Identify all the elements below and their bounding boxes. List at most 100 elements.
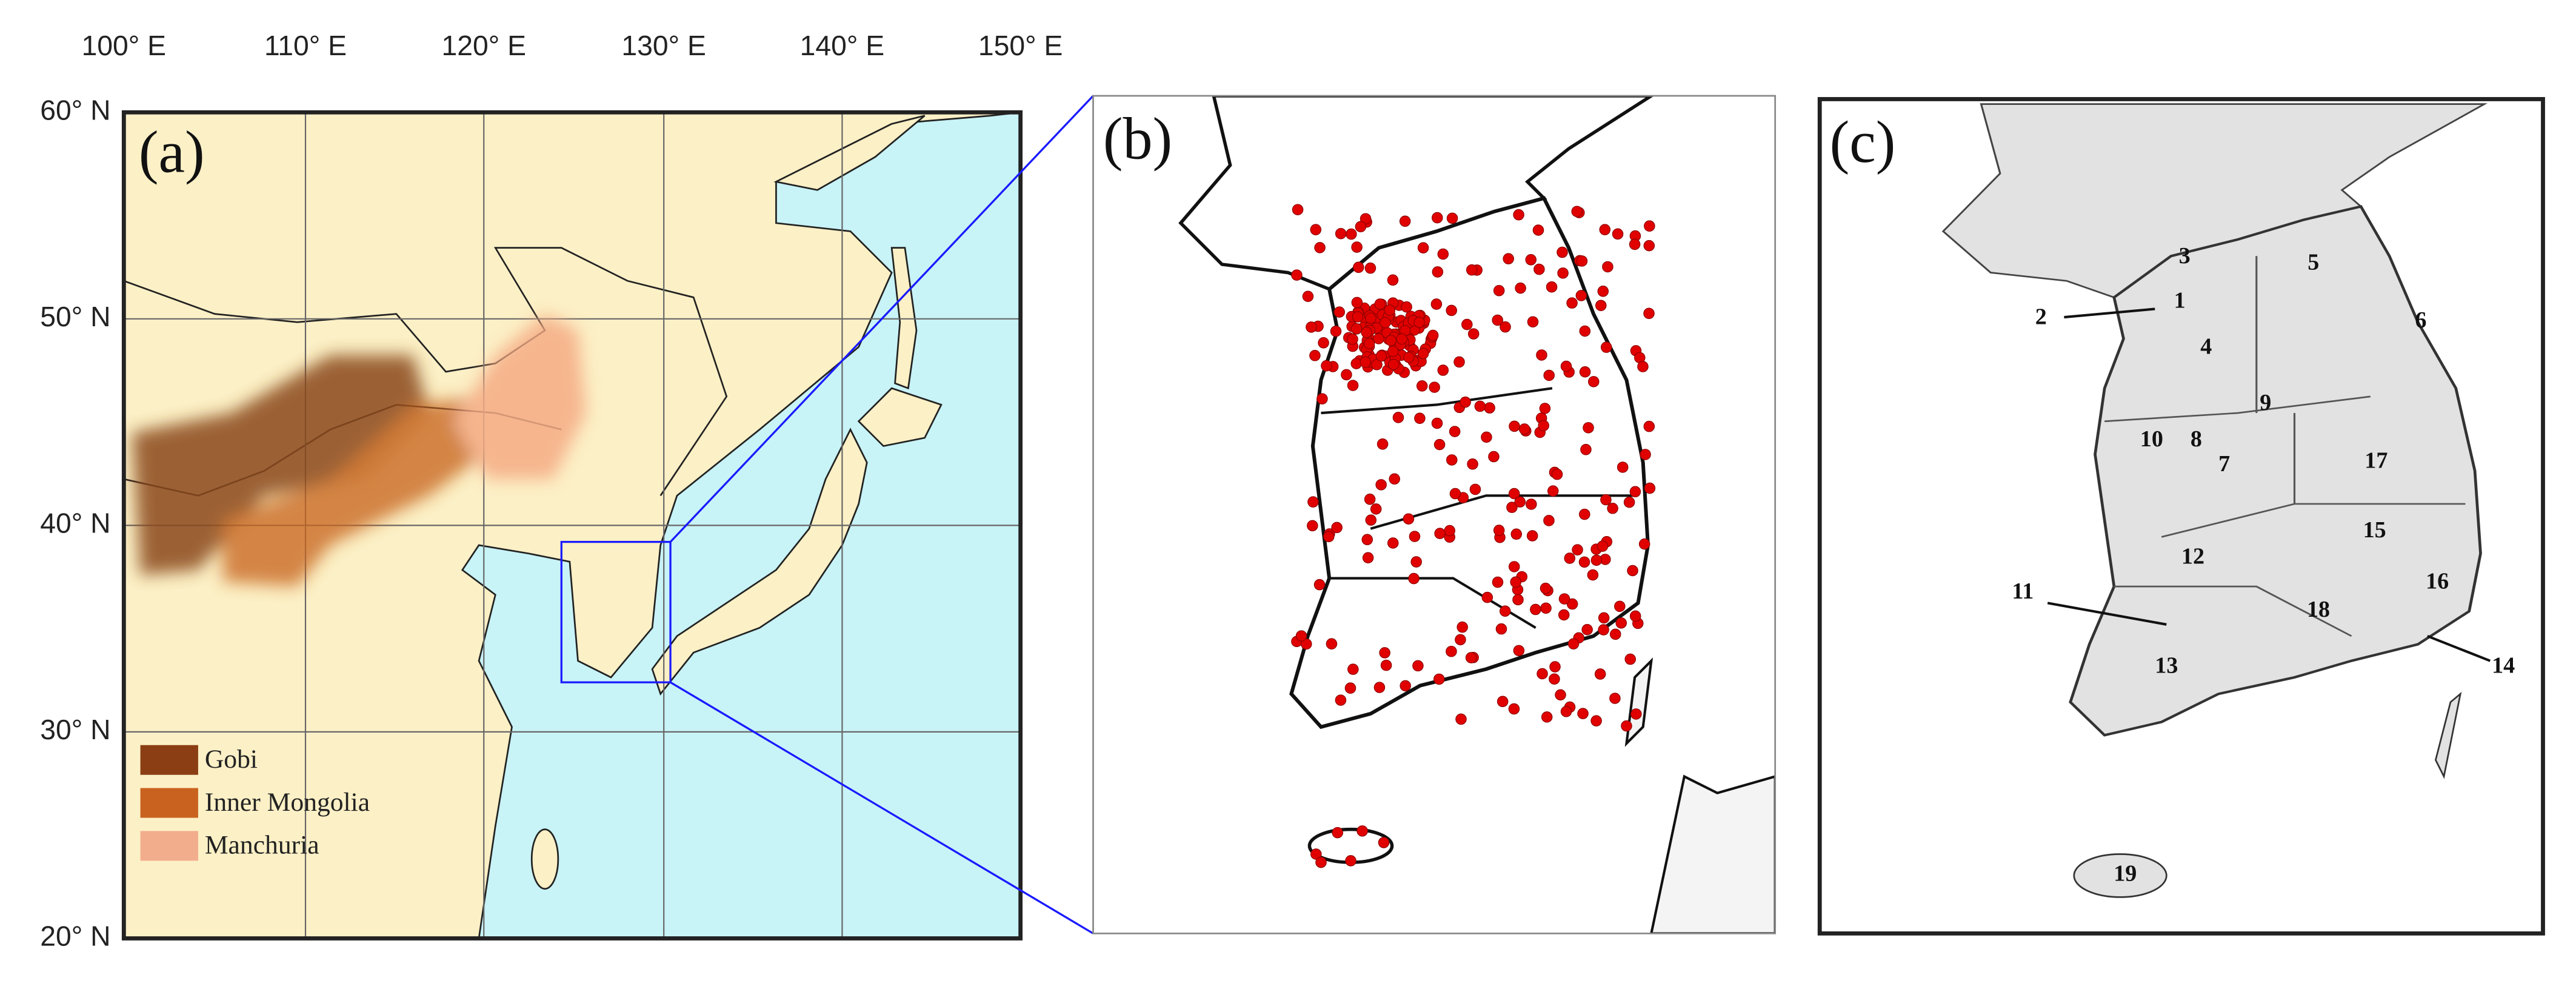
station	[1346, 228, 1357, 240]
lat-label: 40° N	[40, 508, 110, 539]
station	[1643, 240, 1655, 252]
region-label: 18	[2307, 597, 2330, 622]
station	[1638, 538, 1650, 550]
region-label: 15	[2363, 517, 2386, 543]
station	[1410, 556, 1422, 568]
station	[1595, 300, 1607, 311]
frame	[121, 110, 1023, 941]
station	[1432, 212, 1443, 224]
station	[1566, 297, 1578, 309]
station	[1330, 325, 1342, 337]
station	[1621, 720, 1632, 732]
station	[1577, 708, 1589, 719]
station	[1533, 263, 1545, 275]
station	[1335, 694, 1347, 706]
station	[1362, 552, 1374, 564]
region-label: 13	[2155, 653, 2178, 678]
inner-mongolia-area	[222, 396, 496, 587]
station	[1643, 307, 1655, 320]
station	[1370, 503, 1382, 515]
station	[1510, 528, 1523, 540]
station	[1600, 494, 1612, 506]
station	[1307, 496, 1319, 508]
station	[1557, 246, 1568, 258]
station	[1497, 696, 1509, 708]
station	[1537, 668, 1548, 680]
station	[1374, 298, 1386, 310]
station	[1396, 333, 1407, 345]
station	[1612, 228, 1624, 240]
station	[1347, 380, 1359, 391]
station	[1295, 630, 1307, 642]
station	[1344, 682, 1356, 694]
station	[1546, 281, 1558, 293]
station	[1607, 503, 1618, 514]
region-label: 10	[2140, 426, 2163, 452]
station	[1403, 352, 1415, 363]
station	[1566, 598, 1578, 610]
station	[1389, 473, 1400, 485]
station	[1434, 528, 1446, 539]
station	[1541, 711, 1553, 723]
region-label: 5	[2307, 250, 2319, 275]
station	[1365, 312, 1376, 324]
region-label: 1	[2174, 287, 2186, 313]
station	[1599, 224, 1611, 235]
station	[1375, 350, 1387, 362]
station	[1409, 531, 1421, 542]
station	[1540, 602, 1552, 614]
station	[1549, 673, 1560, 685]
station	[1446, 454, 1458, 466]
station	[1567, 638, 1580, 649]
station	[1437, 364, 1449, 376]
region-label: 8	[2191, 426, 2202, 452]
taiwan	[530, 828, 559, 890]
manchuria-area	[454, 314, 587, 480]
lon-label: 130° E	[621, 30, 706, 61]
station	[1609, 693, 1621, 704]
station	[1351, 241, 1363, 253]
station	[1412, 660, 1424, 672]
station	[1347, 334, 1358, 345]
station	[1347, 663, 1359, 675]
kamchatka	[773, 115, 926, 191]
station	[1465, 652, 1477, 663]
station	[1539, 403, 1551, 414]
station	[1375, 479, 1387, 491]
station	[1598, 612, 1610, 624]
station	[1310, 224, 1322, 235]
station	[1326, 638, 1338, 649]
station	[1446, 212, 1458, 224]
station	[1536, 349, 1547, 361]
station	[1364, 262, 1376, 274]
station	[1512, 594, 1524, 606]
station	[1341, 369, 1352, 381]
station	[1579, 508, 1590, 520]
station	[1376, 438, 1389, 450]
region-label: 17	[2364, 448, 2387, 474]
station	[1350, 323, 1363, 335]
region-label: 16	[2426, 568, 2449, 594]
station	[1547, 485, 1559, 497]
station	[1345, 855, 1356, 867]
legend-swatch	[140, 745, 198, 775]
station	[1530, 603, 1541, 616]
station	[1514, 496, 1526, 508]
station	[1558, 593, 1570, 605]
station	[1581, 623, 1593, 636]
japan	[651, 428, 868, 696]
station	[1571, 206, 1583, 217]
station	[1332, 827, 1343, 839]
station	[1433, 438, 1446, 451]
station	[1602, 261, 1613, 273]
station	[1413, 317, 1425, 328]
station	[1509, 420, 1520, 432]
station	[1433, 673, 1445, 685]
station	[1598, 624, 1609, 636]
station	[1355, 221, 1367, 233]
station	[1414, 412, 1426, 424]
station	[1629, 238, 1641, 250]
panel-label: (c)	[1830, 110, 1896, 175]
